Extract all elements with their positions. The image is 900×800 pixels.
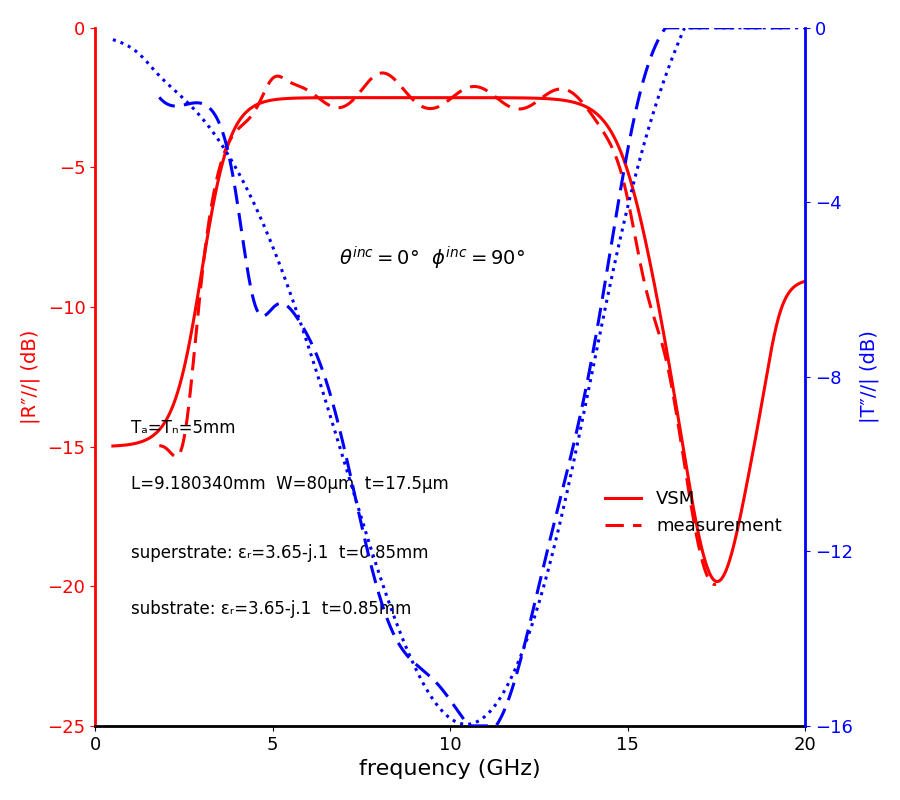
Line: VSM: VSM (112, 98, 805, 582)
VSM (426, 692, 436, 702)
X-axis label: frequency (GHz): frequency (GHz) (359, 759, 541, 779)
VSM (652, 299, 663, 309)
Text: Tₐ=Tₙ=5mm: Tₐ=Tₙ=5mm (130, 418, 235, 437)
measurement (426, 104, 436, 114)
Y-axis label: |R″∕∕| (dB): |R″∕∕| (dB) (21, 330, 40, 424)
Legend: VSM, measurement: VSM, measurement (598, 483, 789, 542)
Line: measurement: measurement (159, 73, 716, 585)
VSM (143, 434, 154, 443)
measurement (426, 673, 436, 682)
Text: L=9.180340mm  W=80μm  t=17.5μm: L=9.180340mm W=80μm t=17.5μm (130, 474, 448, 493)
measurement (779, 23, 790, 33)
measurement (652, 325, 663, 334)
Text: substrate: εᵣ=3.65-j.1  t=0.85mm: substrate: εᵣ=3.65-j.1 t=0.85mm (130, 600, 411, 618)
Y-axis label: |T″∕∕| (dB): |T″∕∕| (dB) (860, 330, 879, 423)
VSM (143, 58, 154, 68)
measurement (444, 95, 454, 105)
measurement (652, 36, 663, 46)
Line: VSM: VSM (112, 28, 805, 724)
measurement (444, 694, 454, 704)
VSM (652, 93, 663, 102)
VSM (107, 441, 118, 450)
VSM (107, 35, 118, 45)
VSM (712, 577, 723, 586)
VSM (780, 23, 791, 33)
VSM (397, 93, 408, 102)
VSM (426, 93, 436, 102)
Line: measurement: measurement (159, 28, 787, 726)
VSM (680, 23, 690, 33)
VSM (461, 719, 472, 729)
VSM (799, 23, 810, 33)
VSM (780, 294, 791, 303)
Text: superstrate: εᵣ=3.65-j.1  t=0.85mm: superstrate: εᵣ=3.65-j.1 t=0.85mm (130, 544, 428, 562)
VSM (780, 294, 791, 304)
VSM (780, 23, 791, 33)
VSM (799, 277, 810, 286)
measurement (779, 23, 790, 33)
VSM (445, 93, 455, 102)
Text: $\theta^{inc}=0°\ \ \phi^{inc}=90°$: $\theta^{inc}=0°\ \ \phi^{inc}=90°$ (339, 245, 526, 272)
VSM (444, 713, 454, 722)
